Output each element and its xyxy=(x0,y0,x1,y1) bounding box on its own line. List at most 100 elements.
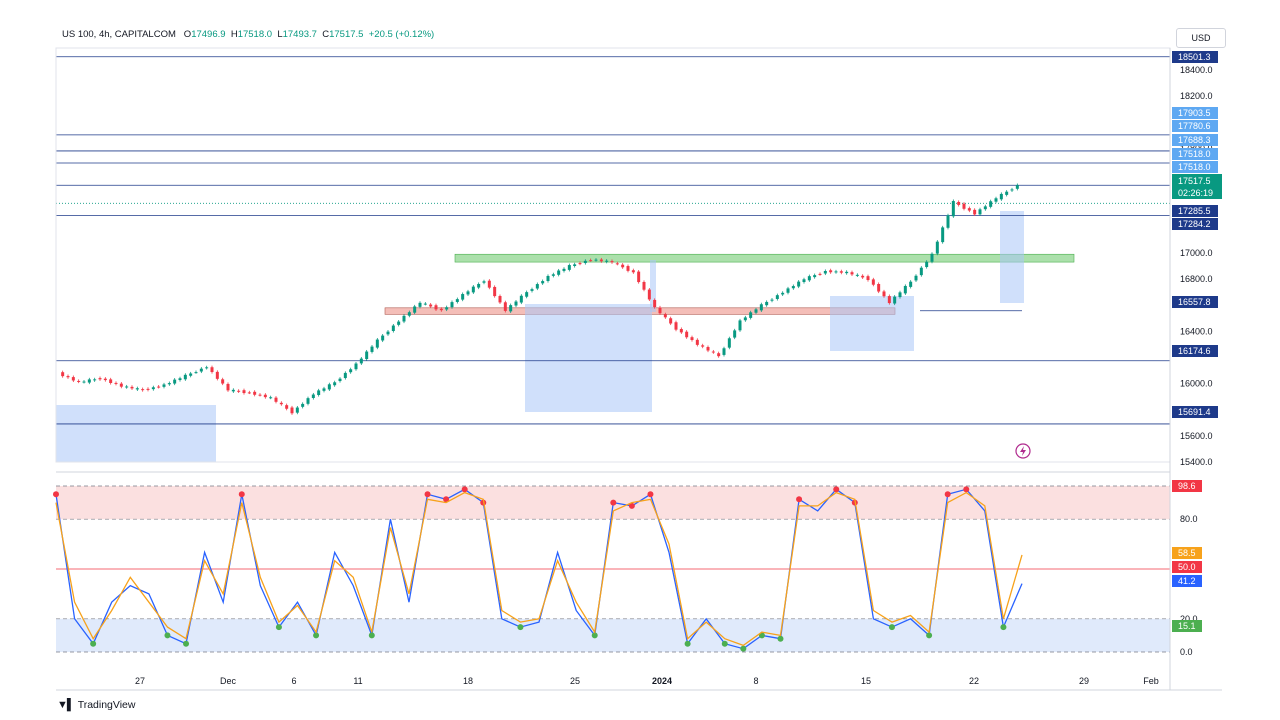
candle-body xyxy=(381,335,385,341)
change-value: +20.5 (+0.12%) xyxy=(368,29,435,40)
tradingview-brand[interactable]: ▼▌ TradingView xyxy=(57,699,136,711)
candle-body xyxy=(455,299,459,302)
fvg-block xyxy=(56,405,216,462)
stoch-readout-tag xyxy=(1172,561,1202,573)
candle-body xyxy=(685,331,689,338)
candle-body xyxy=(285,405,289,409)
fvg-block xyxy=(1000,211,1024,303)
oversold-dot xyxy=(777,635,784,642)
candle-body xyxy=(61,372,65,377)
currency-button[interactable]: USD xyxy=(1176,28,1226,48)
candle-body xyxy=(578,263,582,265)
candle-body xyxy=(471,286,475,293)
candle-body xyxy=(535,284,539,289)
candle-body xyxy=(978,209,982,215)
overbought-dot xyxy=(796,496,803,503)
candle-body xyxy=(119,383,123,387)
candle-body xyxy=(642,281,646,290)
candle-body xyxy=(663,314,667,318)
candle-body xyxy=(162,384,166,387)
candle-body xyxy=(461,294,465,300)
candle-body xyxy=(674,322,678,330)
candle-body xyxy=(647,289,651,300)
candle-body xyxy=(711,351,715,353)
candle-body xyxy=(957,201,961,205)
fvg-block xyxy=(650,260,656,312)
candle-body xyxy=(567,265,571,270)
candle-body xyxy=(733,330,737,338)
candle-body xyxy=(759,304,763,311)
stoch-readout-tag xyxy=(1172,620,1202,632)
candle-body xyxy=(583,260,587,264)
candle-body xyxy=(167,383,171,385)
low-value: 17493.7 xyxy=(282,29,317,40)
candle-body xyxy=(770,299,774,301)
candle-body xyxy=(263,394,267,398)
y-tick-label: 18400.0 xyxy=(1180,65,1213,75)
overbought-dot xyxy=(963,486,970,493)
candle-body xyxy=(717,353,721,357)
candle-body xyxy=(77,380,81,382)
candle-body xyxy=(589,260,593,262)
candle-body xyxy=(573,264,577,266)
candle-body xyxy=(914,275,918,281)
candle-body xyxy=(487,280,491,288)
candle-body xyxy=(151,387,155,390)
oversold-dot xyxy=(368,632,375,639)
price-tag-label: 17688.3 xyxy=(1178,135,1211,145)
candle-body xyxy=(941,227,945,243)
candle-body xyxy=(130,386,134,389)
candle-body xyxy=(829,270,833,273)
price-tag xyxy=(1172,345,1218,357)
chart-legend: US 100, 4h, CAPITALCOM O17496.9 H17518.0… xyxy=(62,29,435,40)
stoch-y-tick: 80.0 xyxy=(1180,514,1198,524)
candle-body xyxy=(871,279,875,285)
candle-body xyxy=(157,386,161,388)
price-labels: 18501.3 17903.5 17780.6 17688.3 17518.0 17518… xyxy=(1172,51,1222,632)
candle-body xyxy=(109,379,113,383)
oversold-dot xyxy=(721,640,728,647)
price-tag xyxy=(1172,296,1218,308)
candle-body xyxy=(509,305,513,312)
candle-body xyxy=(877,284,881,292)
candle-body xyxy=(301,403,305,407)
overbought-dot xyxy=(628,502,635,509)
price-tag-label: 15691.4 xyxy=(1178,407,1211,417)
candle-body xyxy=(962,203,966,209)
oversold-dot xyxy=(684,640,691,647)
candle-body xyxy=(765,301,769,306)
candle-body xyxy=(775,295,779,299)
oversold-dot xyxy=(1000,624,1007,631)
x-tick-label: 27 xyxy=(135,676,145,686)
stoch-readout-label: 50.0 xyxy=(1178,562,1196,572)
candle-body xyxy=(546,275,550,282)
candle-body xyxy=(946,215,950,228)
oversold-dot xyxy=(183,640,190,647)
candle-body xyxy=(919,267,923,276)
candle-body xyxy=(1005,191,1009,195)
supply-zone xyxy=(454,253,1075,263)
candle-body xyxy=(183,374,187,380)
oversold-dot xyxy=(90,640,97,647)
candle-body xyxy=(999,193,1003,200)
candle-body xyxy=(679,329,683,333)
candle-body xyxy=(935,241,939,254)
close-value: 17517.5 xyxy=(329,29,364,40)
chart-canvas[interactable]: 18400.018200.017800.017000.016800.016400… xyxy=(0,0,1280,700)
overbought-dot xyxy=(944,491,951,498)
candle-body xyxy=(541,281,545,284)
overbought-dot xyxy=(443,496,450,503)
candle-body xyxy=(226,383,230,391)
candle-body xyxy=(610,261,614,263)
candle-body xyxy=(434,305,438,310)
price-tag xyxy=(1172,406,1218,418)
open-value: 17496.9 xyxy=(191,29,226,40)
candle-body xyxy=(562,268,566,271)
candle-body xyxy=(477,283,481,288)
candle-body xyxy=(749,312,753,318)
oversold-dot xyxy=(275,624,282,631)
candle-body xyxy=(519,295,523,303)
candle-body xyxy=(909,281,913,287)
oversold-dot xyxy=(313,632,320,639)
candle-body xyxy=(349,369,353,373)
